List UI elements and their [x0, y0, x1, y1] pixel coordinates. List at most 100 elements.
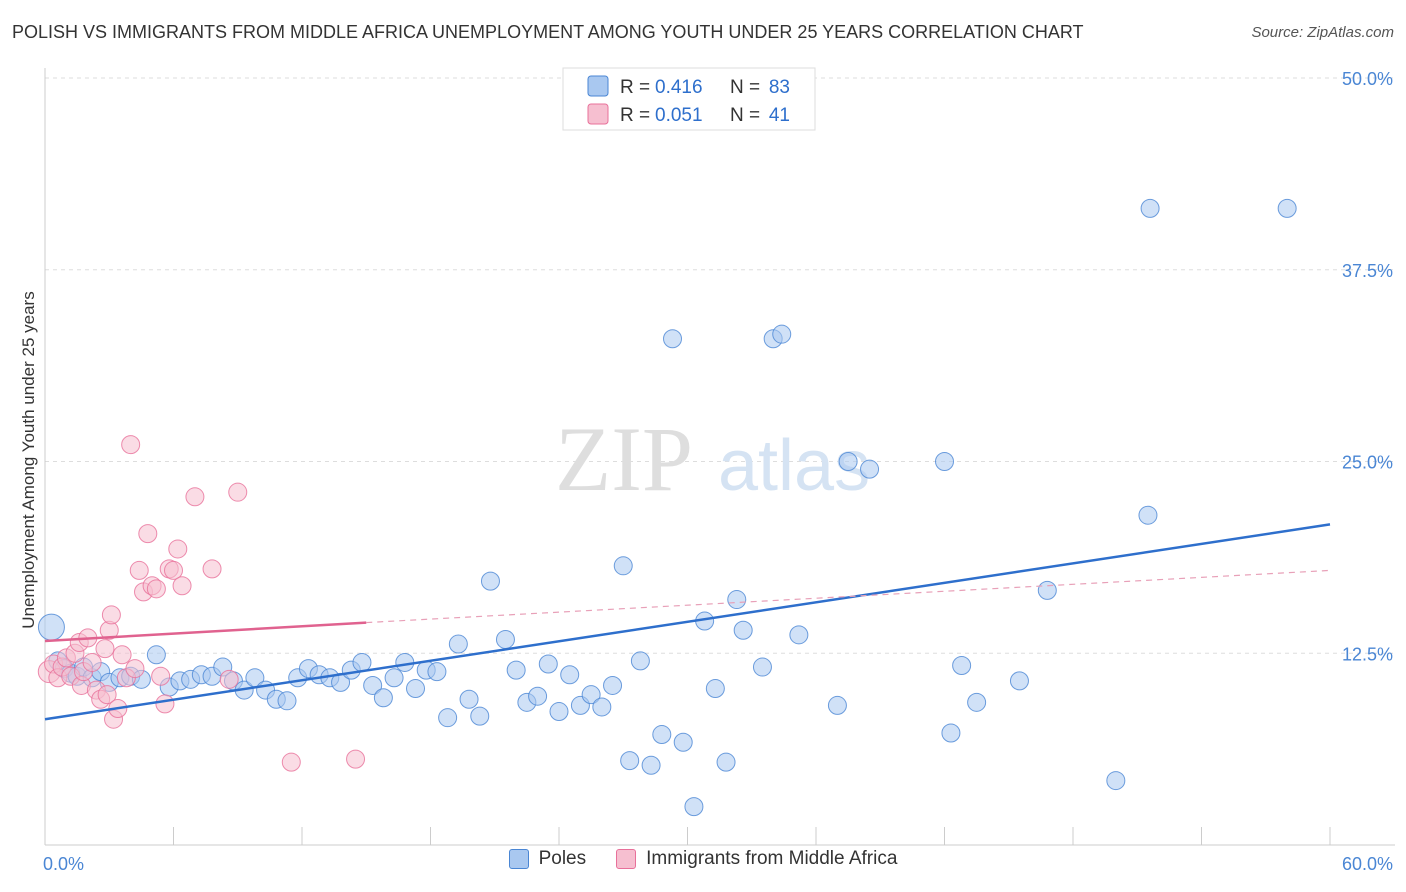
point-poles [480, 571, 500, 591]
data-points [37, 198, 1297, 817]
point-immigrants [121, 435, 141, 455]
point-poles [838, 452, 858, 471]
point-poles [146, 645, 166, 665]
point-poles [1037, 580, 1057, 600]
point-poles [752, 657, 772, 677]
point-poles [952, 656, 972, 676]
x-tick-label-min: 0.0% [43, 854, 84, 874]
legend-swatch-poles [508, 849, 529, 869]
point-poles [620, 751, 640, 771]
legend-r-label: R = [620, 105, 650, 126]
point-immigrants [82, 652, 102, 672]
legend-swatch [587, 103, 609, 125]
point-poles [427, 662, 447, 682]
legend-n-label: N = [730, 77, 760, 98]
point-poles [459, 689, 479, 709]
point-poles [438, 708, 458, 728]
point-immigrants [228, 482, 248, 502]
point-poles [652, 725, 672, 745]
trend-lines [44, 523, 1331, 721]
point-poles [581, 685, 601, 705]
point-poles [373, 688, 393, 708]
chart-title: POLISH VS IMMIGRANTS FROM MIDDLE AFRICA … [12, 22, 1084, 42]
point-poles [603, 675, 623, 695]
legend-label-poles: Poles [538, 848, 587, 869]
point-poles [641, 755, 661, 775]
point-poles [705, 679, 725, 699]
point-immigrants [168, 539, 188, 559]
legend: R = 0.416 N = 83 R = 0.051 N = 41 [562, 67, 816, 131]
point-poles [384, 668, 404, 688]
legend-n-label: N = [730, 105, 760, 126]
legend-r-value: 0.416 [655, 77, 703, 98]
legend-r-label: R = [620, 77, 650, 98]
legend-label-immigrants: Immigrants from Middle Africa [646, 848, 898, 869]
watermark: ZIP atlas [555, 408, 870, 510]
point-poles [673, 732, 693, 752]
legend-swatch-immigrants [616, 849, 637, 869]
point-poles [727, 590, 747, 610]
point-poles [1277, 198, 1297, 218]
point-poles [528, 686, 548, 706]
y-axis-label: Unemployment Among Youth under 25 years [19, 291, 38, 628]
point-immigrants [138, 524, 158, 544]
point-poles [37, 613, 65, 641]
point-poles [470, 706, 490, 726]
point-immigrants [155, 694, 175, 714]
point-poles [789, 625, 809, 645]
point-immigrants [129, 560, 149, 580]
series-legend: Poles Immigrants from Middle Africa [0, 848, 1406, 870]
point-poles [560, 665, 580, 685]
point-poles [663, 329, 683, 349]
trend-line-immigrants-dashed [366, 569, 1331, 624]
point-poles [967, 692, 987, 712]
point-poles [506, 660, 526, 680]
gridlines [45, 77, 1395, 654]
y-tick-label: 12.5% [1342, 644, 1393, 664]
watermark-zip: ZIP [555, 408, 693, 510]
point-immigrants [112, 645, 132, 665]
y-tick-label: 50.0% [1342, 69, 1393, 89]
point-immigrants [151, 666, 171, 686]
point-poles [549, 702, 569, 722]
point-immigrants [346, 749, 366, 769]
point-immigrants [125, 659, 145, 679]
legend-swatch [587, 75, 609, 97]
point-poles [538, 654, 558, 674]
point-poles [860, 459, 880, 479]
x-tick-label-max: 60.0% [1342, 854, 1393, 874]
point-immigrants [219, 669, 239, 689]
chart-source: Source: ZipAtlas.com [1251, 24, 1394, 41]
legend-item-poles: Poles [508, 848, 587, 870]
legend-n-value: 83 [769, 77, 790, 98]
point-poles [277, 691, 297, 711]
point-poles [630, 651, 650, 671]
y-tick-label: 37.5% [1342, 261, 1393, 281]
point-poles [1138, 505, 1158, 525]
point-poles [941, 723, 961, 743]
point-poles [1009, 671, 1029, 691]
legend-r-value: 0.051 [655, 105, 703, 126]
point-poles [935, 452, 954, 471]
point-poles [1140, 198, 1160, 218]
trend-line-immigrants-solid [44, 621, 367, 643]
point-poles [716, 752, 736, 772]
y-tick-label: 25.0% [1342, 453, 1393, 473]
point-poles [1106, 771, 1126, 791]
point-immigrants [185, 487, 205, 507]
point-poles [592, 697, 612, 717]
point-immigrants [95, 639, 115, 659]
point-poles [406, 679, 426, 699]
point-poles [448, 634, 468, 654]
trend-line-poles [44, 523, 1331, 721]
axis-labels: 12.5% 25.0% 37.5% 50.0% 0.0% 60.0% Unemploymen… [19, 69, 1393, 874]
point-poles [827, 695, 847, 715]
axes [44, 68, 1395, 846]
point-poles [495, 629, 515, 649]
point-poles [733, 620, 753, 640]
point-immigrants [146, 579, 166, 599]
point-immigrants [97, 685, 117, 705]
point-poles [684, 797, 704, 817]
legend-item-immigrants: Immigrants from Middle Africa [616, 848, 897, 870]
